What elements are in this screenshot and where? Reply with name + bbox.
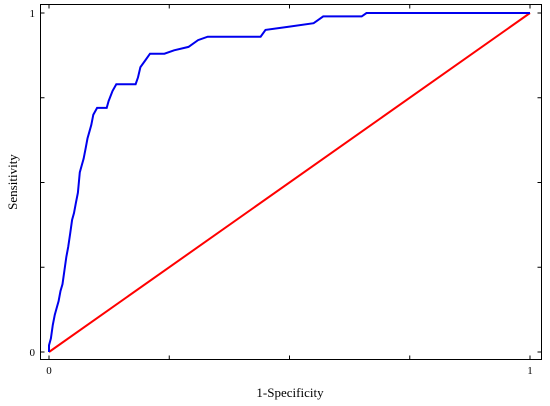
roc-curve-line — [48, 12, 530, 352]
x-axis-title: 1-Specificity — [256, 385, 324, 400]
y-tick-label: 1 — [30, 8, 36, 20]
reference-diagonal-line — [48, 12, 531, 353]
y-tick-label: 0 — [30, 347, 36, 359]
series-layer — [48, 12, 531, 353]
x-tick-label: 1 — [527, 365, 533, 377]
axis-ticks: 0 1 0 1 — [30, 4, 542, 377]
x-tick-label: 0 — [46, 365, 52, 377]
y-axis-title: Sensitivity — [5, 154, 20, 210]
